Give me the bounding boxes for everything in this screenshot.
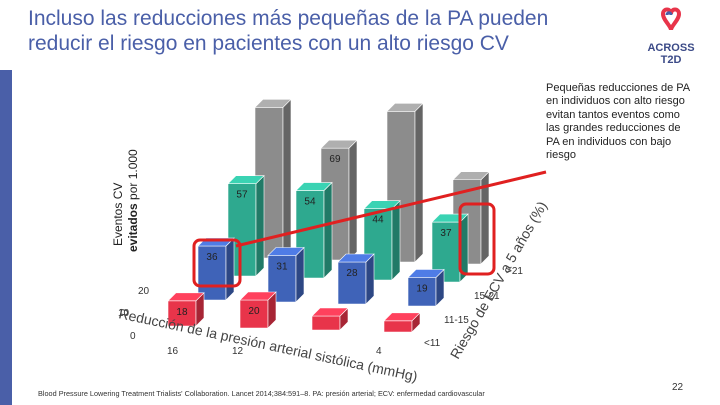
logo-text: ACROSS T2D — [647, 42, 695, 66]
x-tick-4: 4 — [376, 346, 382, 357]
data-label-gt21-12: 69 — [329, 154, 341, 165]
bar-11-15-4mmhg-top — [407, 269, 445, 278]
bar-lt11-12mmhg-top — [239, 291, 277, 301]
data-label-11-15-8: 28 — [346, 268, 358, 279]
callout-connector-line — [235, 170, 547, 248]
bar-lt11-8mmhg-front — [311, 315, 341, 331]
bar-11-15-12mmhg-side — [295, 246, 305, 303]
footnote: Blood Pressure Lowering Treatment Triali… — [38, 389, 485, 398]
bar-11-15-8mmhg — [337, 253, 375, 305]
bar-lt11-4mmhg-top — [383, 312, 421, 322]
bar-lt11-8mmhg-top — [311, 307, 349, 317]
left-accent-bar — [0, 70, 12, 405]
bar-lt11-12mmhg — [239, 291, 277, 329]
bar-gt21-12mmhg-top — [320, 139, 358, 149]
bar-gt21-12mmhg-side — [348, 139, 358, 261]
bar-15-21-12mmhg-top — [295, 182, 333, 191]
heart-logo-icon — [660, 7, 682, 31]
bar-11-15-4mmhg — [407, 268, 445, 307]
bar-gt21-8mmhg-side — [414, 102, 424, 263]
data-label-11-15-4: 19 — [416, 284, 428, 295]
bar-11-15-8mmhg-top — [337, 253, 375, 263]
bar-gt21-8mmhg-top — [386, 103, 424, 112]
data-label-15-21-8: 44 — [372, 215, 384, 226]
bar-lt11-4mmhg — [383, 312, 421, 333]
data-label-15-21-12: 54 — [304, 197, 316, 208]
risk-tick-lt11: <11 — [424, 338, 441, 349]
x-tick-12: 12 — [232, 346, 244, 357]
highlight-box-16mmhg — [192, 238, 242, 288]
y-axis-label: Eventos CV — [111, 183, 125, 246]
data-label-lt11-16: 18 — [176, 307, 188, 318]
data-label-15-21-16: 57 — [236, 190, 248, 201]
risk-tick-15-21: 15-21 — [474, 291, 500, 302]
data-label-11-15-16: 36 — [206, 252, 218, 263]
bar-15-21-12mmhg-side — [323, 181, 333, 279]
bar-lt11-4mmhg-front — [383, 320, 413, 333]
bar-11-15-16mmhg — [197, 237, 235, 301]
risk-tick-gt21: >21 — [506, 266, 523, 277]
bar-15-21-8mmhg-side — [391, 199, 401, 281]
y-axis-label-2: evitados por 1.000 — [126, 149, 140, 252]
bar-lt11-8mmhg — [311, 307, 349, 331]
bar-11-15-8mmhg-side — [365, 253, 375, 305]
bar-11-15-16mmhg-side — [225, 237, 235, 301]
page-number: 22 — [672, 382, 684, 393]
bar-lt11-16mmhg-top — [167, 292, 205, 302]
y-tick-10: 10 — [118, 308, 130, 319]
bar-15-21-16mmhg-top — [227, 175, 265, 184]
data-label-lt11-12: 20 — [248, 306, 260, 317]
risk-tick-11-15: 11-15 — [444, 315, 469, 326]
across-t2d-logo: ACROSS T2D — [636, 6, 706, 68]
bar-gt21-4mmhg-top — [452, 171, 490, 181]
highlight-box-4mmhg — [458, 202, 496, 276]
callout-text: Pequeñas reducciones de PA en individuos… — [546, 82, 690, 162]
data-label-15-21-4: 37 — [440, 228, 452, 239]
y-tick-0: 0 — [130, 331, 136, 342]
bar-11-15-12mmhg — [267, 246, 305, 303]
x-tick-16: 16 — [167, 346, 179, 357]
bar-gt21-16mmhg-top — [254, 99, 292, 108]
bar-15-21-8mmhg-top — [363, 200, 401, 210]
bar-11-15-12mmhg-top — [267, 247, 305, 256]
y-tick-20: 20 — [138, 286, 150, 297]
bar-lt11-16mmhg — [167, 292, 205, 327]
data-label-11-15-12: 31 — [276, 262, 288, 273]
bar-15-21-16mmhg-side — [255, 174, 265, 277]
slide-title: Incluso las reducciones más pequeñas de … — [28, 7, 549, 55]
